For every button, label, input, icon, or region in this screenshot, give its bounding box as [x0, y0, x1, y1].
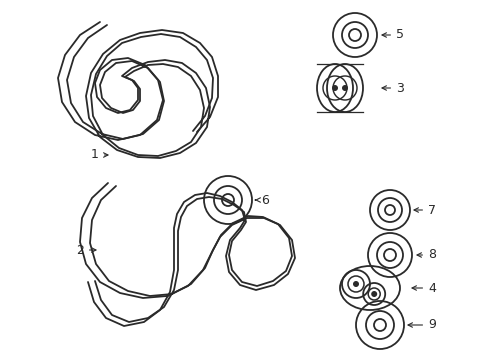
Circle shape	[370, 291, 376, 297]
Circle shape	[352, 281, 358, 287]
Text: 6: 6	[255, 194, 268, 207]
Text: 8: 8	[416, 248, 435, 261]
Text: 2: 2	[76, 243, 96, 256]
Text: 7: 7	[413, 203, 435, 216]
Text: 9: 9	[407, 319, 435, 332]
Text: 1: 1	[91, 148, 108, 162]
Text: 5: 5	[381, 28, 403, 41]
Text: 4: 4	[411, 282, 435, 294]
Text: 3: 3	[381, 81, 403, 94]
Circle shape	[331, 85, 337, 91]
Circle shape	[341, 85, 347, 91]
